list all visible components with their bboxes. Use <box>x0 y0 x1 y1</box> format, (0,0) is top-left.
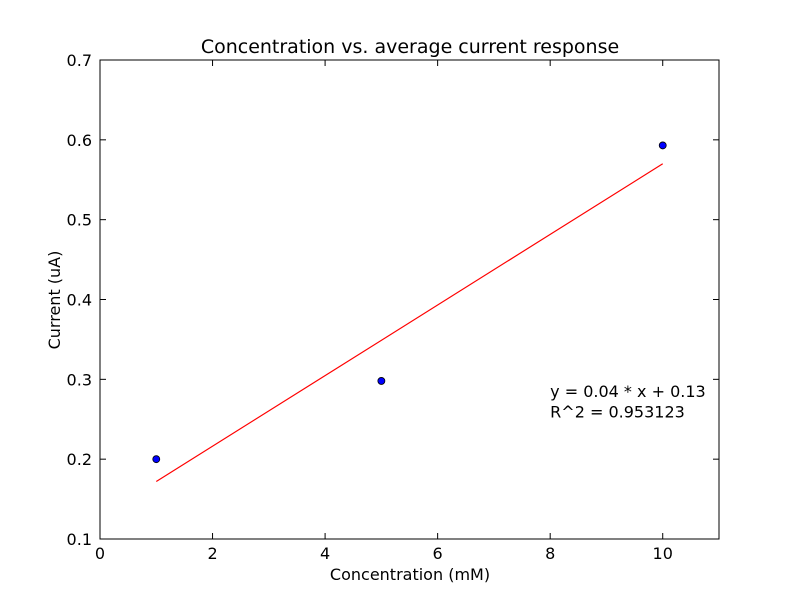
y-tick-label: 0.2 <box>67 450 92 469</box>
y-tick-label: 0.5 <box>67 211 92 230</box>
x-tick-label: 6 <box>433 544 443 563</box>
data-point <box>152 455 161 464</box>
y-tick-label: 0.1 <box>67 530 92 549</box>
annotation-text: R^2 = 0.953123 <box>550 403 685 422</box>
annotation-text: y = 0.04 * x + 0.13 <box>550 382 706 401</box>
data-point <box>658 141 667 150</box>
y-tick-label: 0.4 <box>67 291 92 310</box>
plot-area <box>99 59 720 540</box>
data-marks <box>152 141 667 483</box>
annotations: y = 0.04 * x + 0.13 R^2 = 0.953123 <box>550 382 706 422</box>
x-tick-label: 0 <box>95 544 105 563</box>
y-tick-label: 0.6 <box>67 131 92 150</box>
data-point <box>377 377 386 385</box>
x-tick-label: 8 <box>545 544 555 563</box>
y-tick-label: 0.7 <box>67 51 92 70</box>
fit-line <box>155 163 664 483</box>
x-axis-label: Concentration (mM) <box>330 565 490 584</box>
x-tick-label: 10 <box>653 544 673 563</box>
chart-title: Concentration vs. average current respon… <box>201 36 619 58</box>
x-tick-label: 2 <box>207 544 217 563</box>
y-axis-label: Current (uA) <box>45 251 64 350</box>
axis-ticks: 0 2 4 6 8 10 0.1 0.2 0.3 0.4 0.5 0.6 0.7 <box>67 51 719 563</box>
x-tick-label: 4 <box>320 544 330 563</box>
y-tick-label: 0.3 <box>67 370 92 389</box>
